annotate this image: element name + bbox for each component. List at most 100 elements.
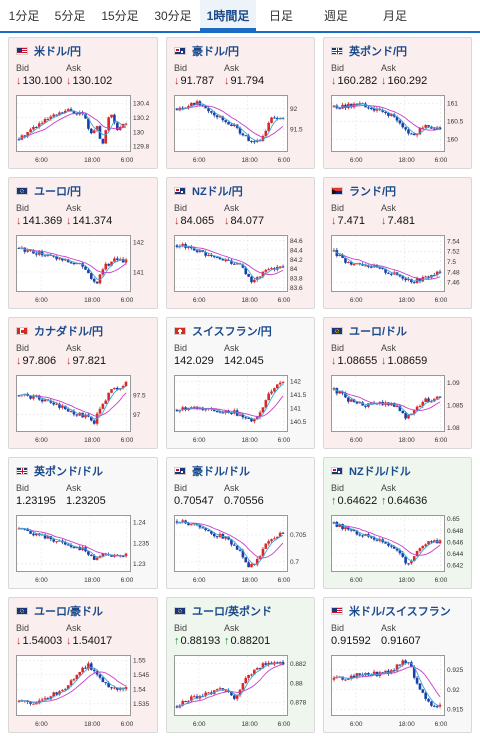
- tab-3[interactable]: 30分足: [154, 9, 192, 23]
- x-tick-label: 6:00: [435, 297, 448, 304]
- pair-card[interactable]: カナダドル/円 Bid Ask ↓97.806 ↓97.821 97.5 97 6:00 18:…: [8, 317, 158, 449]
- pair-card[interactable]: 米ドル/円 Bid Ask ↓130.100 ↓130.102 130.4 130.2 130…: [8, 37, 158, 169]
- pair-title[interactable]: スイスフラン/円: [174, 324, 272, 338]
- candlestick-chart[interactable]: 7.54 7.52 7.5 7.48 7.46 6:00 18:00 6:00: [331, 235, 466, 305]
- pair-name[interactable]: ユーロ/ドル: [349, 326, 408, 338]
- candlestick-chart[interactable]: 130.4 130.2 130 129.8 6:00 18:00 6:00: [16, 95, 152, 165]
- pair-name[interactable]: カナダドル/円: [34, 326, 104, 338]
- bid-price: ↓1.54003: [16, 635, 62, 647]
- pair-title[interactable]: 英ポンド/円: [331, 44, 407, 58]
- pair-name[interactable]: 米ドル/スイスフラン: [349, 606, 451, 618]
- pair-card[interactable]: スイスフラン/円 Bid Ask 142.029 142.045 142 141.5 141 1…: [166, 317, 315, 449]
- candle-body: [364, 405, 367, 407]
- candle-body: [241, 550, 245, 558]
- pair-title[interactable]: NZドル/ドル: [331, 464, 411, 478]
- price-chart[interactable]: 161 160.5 160 6:00 18:00 6:00: [331, 95, 466, 165]
- pair-card[interactable]: 英ポンド/円 Bid Ask ↓160.282 ↓160.292 161 160.5 160 6…: [323, 37, 472, 169]
- candle-body: [424, 125, 427, 128]
- pair-card[interactable]: ユーロ/英ポンド Bid Ask ↑0.88193 ↑0.88201 0.882 0.88 0…: [166, 597, 315, 733]
- price-chart[interactable]: 84.6 84.4 84.2 84 83.8 83.6 6:00 18:00 6:00: [174, 235, 309, 305]
- pair-name[interactable]: 米ドル/円: [34, 46, 82, 58]
- pair-card[interactable]: 豪ドル/ドル Bid Ask 0.70547 0.70556 0.705 0.7 6:00 18…: [166, 457, 315, 589]
- pair-name[interactable]: NZドル/円: [192, 186, 243, 198]
- candlestick-chart[interactable]: 142 141.5 141 140.5 6:00 18:00 6:00: [174, 375, 309, 445]
- candle-body: [264, 400, 268, 408]
- pair-card[interactable]: ユーロ/ドル Bid Ask ↓1.08655 ↓1.08659 1.09 1.085 1.0…: [323, 317, 472, 449]
- price-chart[interactable]: 92 91.5 6:00 18:00 6:00: [174, 95, 309, 165]
- price-chart[interactable]: 1.55 1.545 1.54 1.535 6:00 18:00 6:00: [16, 655, 152, 729]
- candlestick-chart[interactable]: 1.55 1.545 1.54 1.535 6:00 18:00 6:00: [16, 655, 152, 729]
- pair-card[interactable]: ランド/円 Bid Ask ↓7.471 ↓7.481 7.54 7.52 7.5 7.48 7.…: [323, 177, 472, 309]
- candlestick-chart[interactable]: 0.705 0.7 6:00 18:00 6:00: [174, 515, 309, 585]
- pair-name[interactable]: NZドル/ドル: [349, 466, 411, 478]
- y-tick-label: 7.48: [447, 269, 460, 276]
- pair-name[interactable]: 英ポンド/円: [349, 46, 408, 58]
- pair-card[interactable]: 英ポンド/ドル Bid Ask 1.23195 1.23205 1.24 1.235 1.23…: [8, 457, 158, 589]
- pair-name[interactable]: 豪ドル/ドル: [192, 466, 251, 478]
- pair-card[interactable]: 米ドル/スイスフラン Bid Ask 0.91592 0.91607 0.925 0.92 0…: [323, 597, 472, 733]
- pair-title[interactable]: 豪ドル/円: [174, 44, 239, 58]
- pair-title[interactable]: 米ドル/円: [16, 44, 81, 58]
- candlestick-chart[interactable]: 92 91.5 6:00 18:00 6:00: [174, 95, 309, 165]
- pair-name[interactable]: 英ポンド/ドル: [34, 466, 104, 478]
- candle-body: [198, 525, 202, 528]
- price-chart[interactable]: 1.24 1.235 1.23 6:00 18:00 6:00: [16, 515, 152, 585]
- pair-card[interactable]: NZドル/円 Bid Ask ↓84.065 ↓84.077 84.6 84.4 84.2 84…: [166, 177, 315, 309]
- pair-title[interactable]: カナダドル/円: [16, 324, 103, 338]
- pair-card[interactable]: ユーロ/豪ドル Bid Ask ↓1.54003 ↓1.54017 1.55 1.545 1.…: [8, 597, 158, 733]
- candlestick-chart[interactable]: 97.5 97 6:00 18:00 6:00: [16, 375, 152, 445]
- candlestick-chart[interactable]: 161 160.5 160 6:00 18:00 6:00: [331, 95, 466, 165]
- tab-6[interactable]: 週足: [323, 9, 348, 23]
- tab-5[interactable]: 日足: [268, 9, 293, 23]
- pair-card[interactable]: 豪ドル/円 Bid Ask ↓91.787 ↓91.794 92 91.5 6:00 18:00…: [166, 37, 315, 169]
- pair-name[interactable]: ユーロ/英ポンド: [192, 606, 273, 618]
- price-chart[interactable]: 142 141.5 141 140.5 6:00 18:00 6:00: [174, 375, 309, 445]
- price-chart[interactable]: 142 141 6:00 18:00 6:00: [16, 235, 152, 305]
- candle-body: [58, 540, 61, 542]
- pair-title[interactable]: NZドル/円: [174, 184, 243, 198]
- pair-name[interactable]: 豪ドル/円: [192, 46, 240, 58]
- pair-card[interactable]: NZドル/ドル Bid Ask ↑0.64622 ↑0.64636 0.65 0.648 0.…: [323, 457, 472, 589]
- tab-2[interactable]: 15分足: [101, 9, 139, 23]
- candlestick-chart[interactable]: 0.925 0.92 0.915 6:00 18:00 6:00: [331, 655, 466, 729]
- x-tick-label: 6:00: [350, 157, 363, 164]
- arrow-down-icon: ↓: [224, 75, 230, 87]
- pair-title[interactable]: ユーロ/英ポンド: [174, 604, 272, 618]
- price-chart[interactable]: 130.4 130.2 130 129.8 6:00 18:00 6:00: [16, 95, 152, 165]
- pair-name[interactable]: ユーロ/豪ドル: [34, 606, 104, 618]
- pair-name[interactable]: スイスフラン/円: [192, 326, 272, 338]
- price-chart[interactable]: 0.882 0.88 0.878 6:00 18:00 6:00: [174, 655, 309, 729]
- pair-name[interactable]: ランド/円: [349, 186, 397, 198]
- pair-title[interactable]: 英ポンド/ドル: [16, 464, 103, 478]
- tab-4[interactable]: 1時間足: [200, 0, 256, 31]
- pair-title[interactable]: ユーロ/円: [16, 184, 81, 198]
- bid-label: Bid: [331, 343, 345, 353]
- price-chart[interactable]: 0.925 0.92 0.915 6:00 18:00 6:00: [331, 655, 466, 729]
- price-chart[interactable]: 0.65 0.648 0.646 0.644 0.642 6:00 18:00 6:00: [331, 515, 466, 585]
- price-chart[interactable]: 0.705 0.7 6:00 18:00 6:00: [174, 515, 309, 585]
- tab-7[interactable]: 月足: [382, 9, 407, 23]
- candle-body: [49, 116, 53, 119]
- pair-title[interactable]: 米ドル/スイスフラン: [331, 604, 451, 618]
- pair-title[interactable]: 豪ドル/ドル: [174, 464, 250, 478]
- candlestick-chart[interactable]: 1.24 1.235 1.23 6:00 18:00 6:00: [16, 515, 152, 585]
- x-tick-label: 18:00: [84, 721, 101, 728]
- candlestick-chart[interactable]: 0.882 0.88 0.878 6:00 18:00 6:00: [174, 655, 309, 729]
- candlestick-chart[interactable]: 0.65 0.648 0.646 0.644 0.642 6:00 18:00 6:00: [331, 515, 466, 585]
- candle-body: [430, 701, 433, 706]
- pair-card[interactable]: ユーロ/円 Bid Ask ↓141.369 ↓141.374 142 141 6:00 18:…: [8, 177, 158, 309]
- pair-title[interactable]: ユーロ/豪ドル: [16, 604, 103, 618]
- price-chart[interactable]: 97.5 97 6:00 18:00 6:00: [16, 375, 152, 445]
- pair-name[interactable]: ユーロ/円: [34, 186, 82, 198]
- tab-1[interactable]: 5分足: [54, 9, 86, 23]
- candle-body: [210, 255, 213, 257]
- candlestick-chart[interactable]: 84.6 84.4 84.2 84 83.8 83.6 6:00 18:00 6:00: [174, 235, 309, 305]
- candlestick-chart[interactable]: 142 141 6:00 18:00 6:00: [16, 235, 152, 305]
- pair-title[interactable]: ランド/円: [331, 184, 396, 198]
- candlestick-chart[interactable]: 1.09 1.085 1.08 6:00 18:00 6:00: [331, 375, 466, 445]
- price-chart[interactable]: 1.09 1.085 1.08 6:00 18:00 6:00: [331, 375, 466, 445]
- pair-title[interactable]: ユーロ/ドル: [331, 324, 407, 338]
- tab-0[interactable]: 1分足: [8, 9, 40, 23]
- price-chart[interactable]: 7.54 7.52 7.5 7.48 7.46 6:00 18:00 6:00: [331, 235, 466, 305]
- x-tick-label: 6:00: [350, 437, 363, 444]
